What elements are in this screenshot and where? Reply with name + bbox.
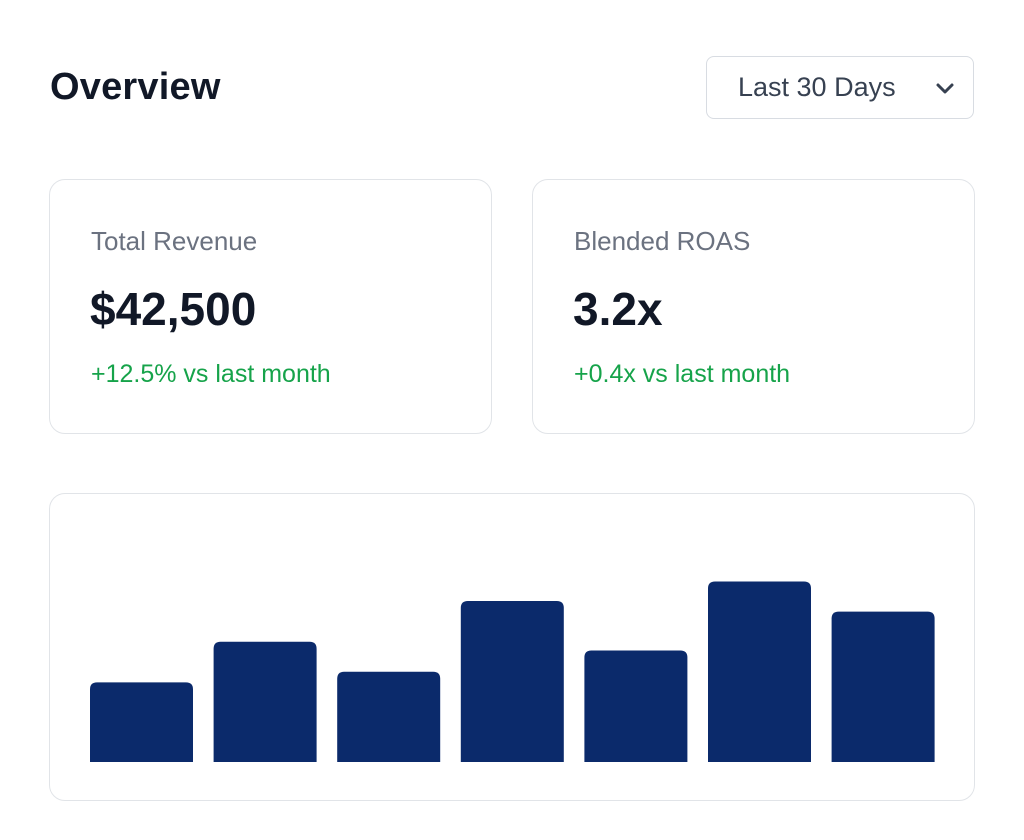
chart-bar [213,641,317,762]
chart-bar [337,671,441,762]
chart-bar [831,611,935,762]
chevron-down-icon [934,77,956,99]
kpi-delta: +12.5% vs last month [91,360,331,388]
kpi-value: $42,500 [90,283,257,335]
kpi-label: Blended ROAS [574,226,751,256]
chart-bar [708,581,811,762]
kpi-value: 3.2x [573,283,663,335]
page-title: Overview [50,66,221,108]
chart-bar [90,682,193,762]
kpi-label: Total Revenue [91,226,258,256]
kpi-card-blended-roas: Blended ROAS 3.2x +0.4x vs last month [532,179,975,434]
kpi-card-total-revenue: Total Revenue $42,500 +12.5% vs last mon… [49,179,492,434]
bar-chart-card [49,493,975,801]
date-range-select[interactable]: Last 30 Days [706,56,974,119]
chart-bar [584,650,688,762]
chart-bar [460,601,564,762]
date-range-label: Last 30 Days [738,72,896,102]
kpi-delta: +0.4x vs last month [574,360,791,388]
bar-chart [90,581,935,762]
